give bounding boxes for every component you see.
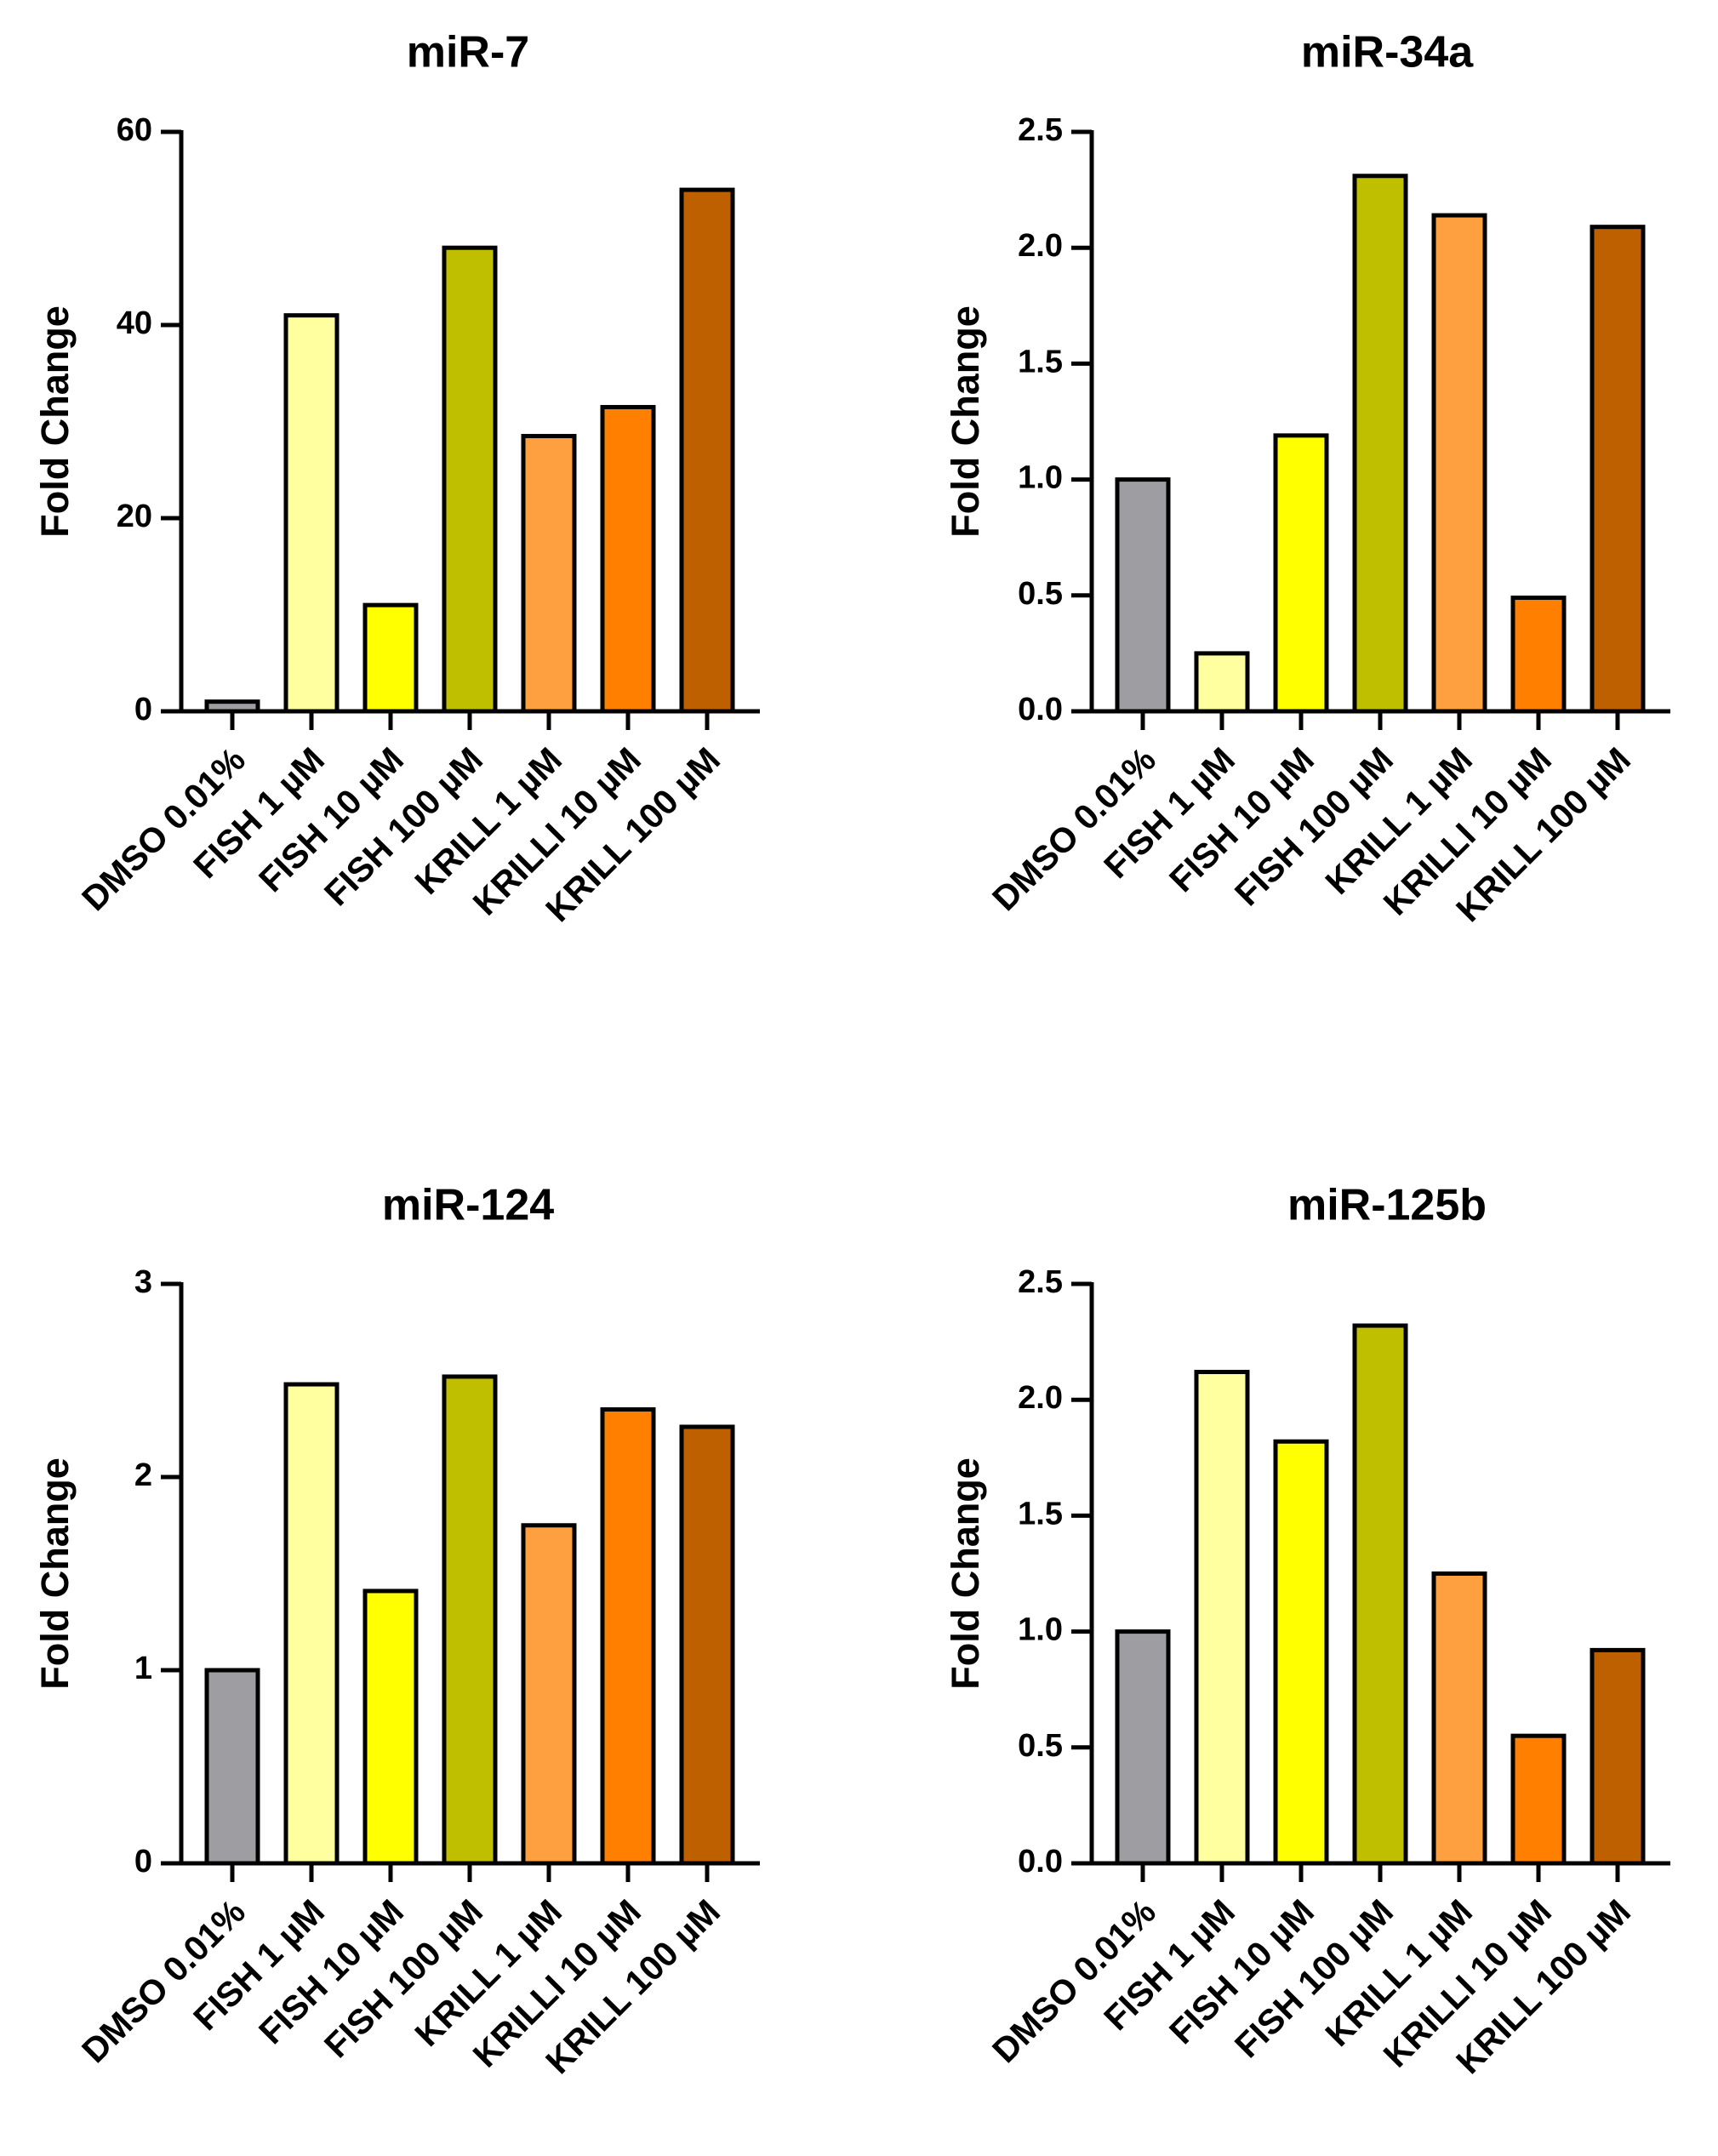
- y-axis-label: Fold Change: [33, 305, 77, 537]
- bar-7: [1590, 1647, 1646, 1866]
- y-tick-label: 0.0: [1018, 1844, 1063, 1879]
- bar-2: [283, 1382, 340, 1866]
- y-tick-label: 20: [117, 499, 152, 534]
- bar-6: [600, 404, 656, 714]
- chart-title: miR-125b: [1287, 1181, 1487, 1230]
- y-tick-label: 2.5: [1018, 112, 1063, 148]
- y-axis-label: Fold Change: [944, 1457, 987, 1689]
- chart-title: miR-7: [407, 28, 529, 77]
- bar-3: [1273, 1439, 1329, 1866]
- y-tick-label: 0.5: [1018, 1728, 1063, 1764]
- y-axis-label: Fold Change: [944, 305, 987, 537]
- bar-3: [362, 1588, 419, 1866]
- bar-5: [1431, 1571, 1487, 1866]
- bar-1: [1115, 477, 1171, 714]
- y-tick-label: 60: [117, 112, 152, 148]
- y-tick-label: 1.0: [1018, 1612, 1063, 1648]
- bar-4: [1352, 1323, 1408, 1866]
- y-tick-label: 1: [134, 1651, 152, 1686]
- y-tick-label: 40: [117, 305, 152, 341]
- y-axis-label: Fold Change: [33, 1457, 77, 1689]
- bar-3: [362, 602, 419, 714]
- y-tick-label: 2.0: [1018, 1380, 1063, 1416]
- bar-6: [600, 1407, 656, 1866]
- bar-6: [1510, 596, 1567, 714]
- bar-4: [442, 245, 498, 714]
- bar-1: [204, 1668, 260, 1866]
- bar-2: [283, 313, 340, 714]
- y-tick-label: 0.5: [1018, 576, 1063, 612]
- y-tick-label: 2.0: [1018, 228, 1063, 264]
- y-tick-label: 0.0: [1018, 692, 1063, 727]
- bar-7: [679, 1424, 735, 1866]
- bar-1: [1115, 1629, 1171, 1866]
- bar-2: [1194, 651, 1250, 714]
- y-tick-label: 0: [134, 692, 152, 727]
- bar-6: [1510, 1733, 1567, 1866]
- bar-5: [521, 434, 577, 714]
- y-tick-label: 0: [134, 1844, 152, 1879]
- chart-title: miR-34a: [1301, 28, 1474, 77]
- bar-4: [1352, 174, 1408, 714]
- y-tick-label: 3: [134, 1264, 152, 1300]
- chart-title: miR-124: [382, 1181, 554, 1230]
- bar-5: [521, 1523, 577, 1866]
- bar-2: [1194, 1370, 1250, 1866]
- y-tick-label: 1.0: [1018, 460, 1063, 496]
- bar-7: [679, 187, 735, 714]
- bar-5: [1431, 213, 1487, 714]
- y-tick-label: 1.5: [1018, 1496, 1063, 1531]
- bar-7: [1590, 225, 1646, 714]
- y-tick-label: 2: [134, 1457, 152, 1493]
- y-tick-label: 2.5: [1018, 1264, 1063, 1300]
- y-tick-label: 1.5: [1018, 344, 1063, 379]
- bar-3: [1273, 433, 1329, 714]
- bar-4: [442, 1374, 498, 1866]
